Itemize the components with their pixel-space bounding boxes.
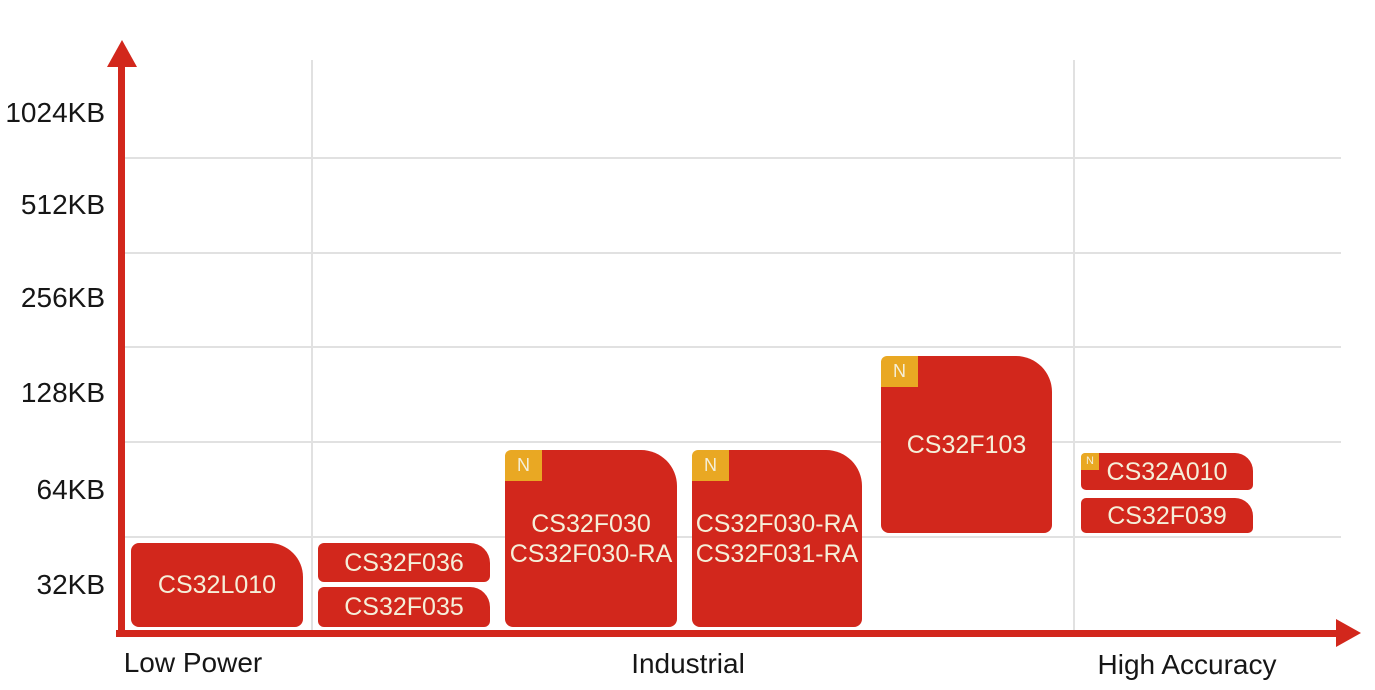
bar-label: CS32F031-RA <box>695 539 859 568</box>
gridline-vertical-category-divider <box>311 60 313 630</box>
bar-cs32f036: CS32F036 <box>318 543 490 582</box>
gridline-horizontal <box>125 441 1341 443</box>
bar-label: CS32F039 <box>1107 501 1227 530</box>
bar-label: CS32F103 <box>906 430 1027 459</box>
x-category-low-power: Low Power <box>123 647 263 678</box>
x-category-industrial: Industrial <box>631 648 745 679</box>
new-product-badge: N <box>505 450 542 481</box>
badge-letter: N <box>1086 455 1094 467</box>
gridline-horizontal <box>125 157 1341 159</box>
new-product-badge: N <box>881 356 918 387</box>
y-axis-tick-64kb: 64KB <box>36 474 106 505</box>
gridline-horizontal <box>125 346 1341 348</box>
badge-letter: N <box>893 361 906 381</box>
badge-letter: N <box>517 455 530 475</box>
y-axis-arrow-icon <box>107 40 137 67</box>
bar-cs32f039: CS32F039 <box>1081 498 1253 533</box>
bar-cs32f035: CS32F035 <box>318 587 490 627</box>
bar-label: CS32F030 <box>531 509 651 538</box>
y-axis-tick-128kb: 128KB <box>20 377 105 408</box>
y-axis-tick-1024kb: 1024KB <box>5 97 105 128</box>
bar-cs32l010: CS32L010 <box>131 543 303 627</box>
bar-cs32a010: N CS32A010 <box>1081 453 1253 490</box>
x-axis-arrow-icon <box>1336 619 1361 647</box>
bar-cs32f030: N CS32F030 CS32F030-RA <box>505 450 677 627</box>
y-axis-tick-32kb: 32KB <box>36 569 106 600</box>
gridline-vertical-category-divider <box>1073 60 1075 630</box>
new-product-badge: N <box>692 450 729 481</box>
bar-label: CS32F035 <box>344 593 464 621</box>
bar-cs32f030ra-f031ra: N CS32F030-RA CS32F031-RA <box>692 450 862 627</box>
y-axis <box>118 52 125 635</box>
bar-label: CS32F030-RA <box>509 539 673 568</box>
x-category-high-accuracy: High Accuracy <box>1097 649 1277 680</box>
bar-label: CS32L010 <box>157 571 277 599</box>
bar-label: CS32F030-RA <box>695 509 859 538</box>
gridline-horizontal <box>125 252 1341 254</box>
bar-label: CS32A010 <box>1106 457 1228 486</box>
y-axis-tick-256kb: 256KB <box>20 282 105 313</box>
badge-letter: N <box>704 455 717 475</box>
new-product-badge: N <box>1081 453 1099 470</box>
bar-label: CS32F036 <box>344 548 464 577</box>
bar-cs32f103: N CS32F103 <box>881 356 1052 533</box>
y-axis-tick-512kb: 512KB <box>20 189 105 220</box>
x-axis <box>116 630 1339 637</box>
